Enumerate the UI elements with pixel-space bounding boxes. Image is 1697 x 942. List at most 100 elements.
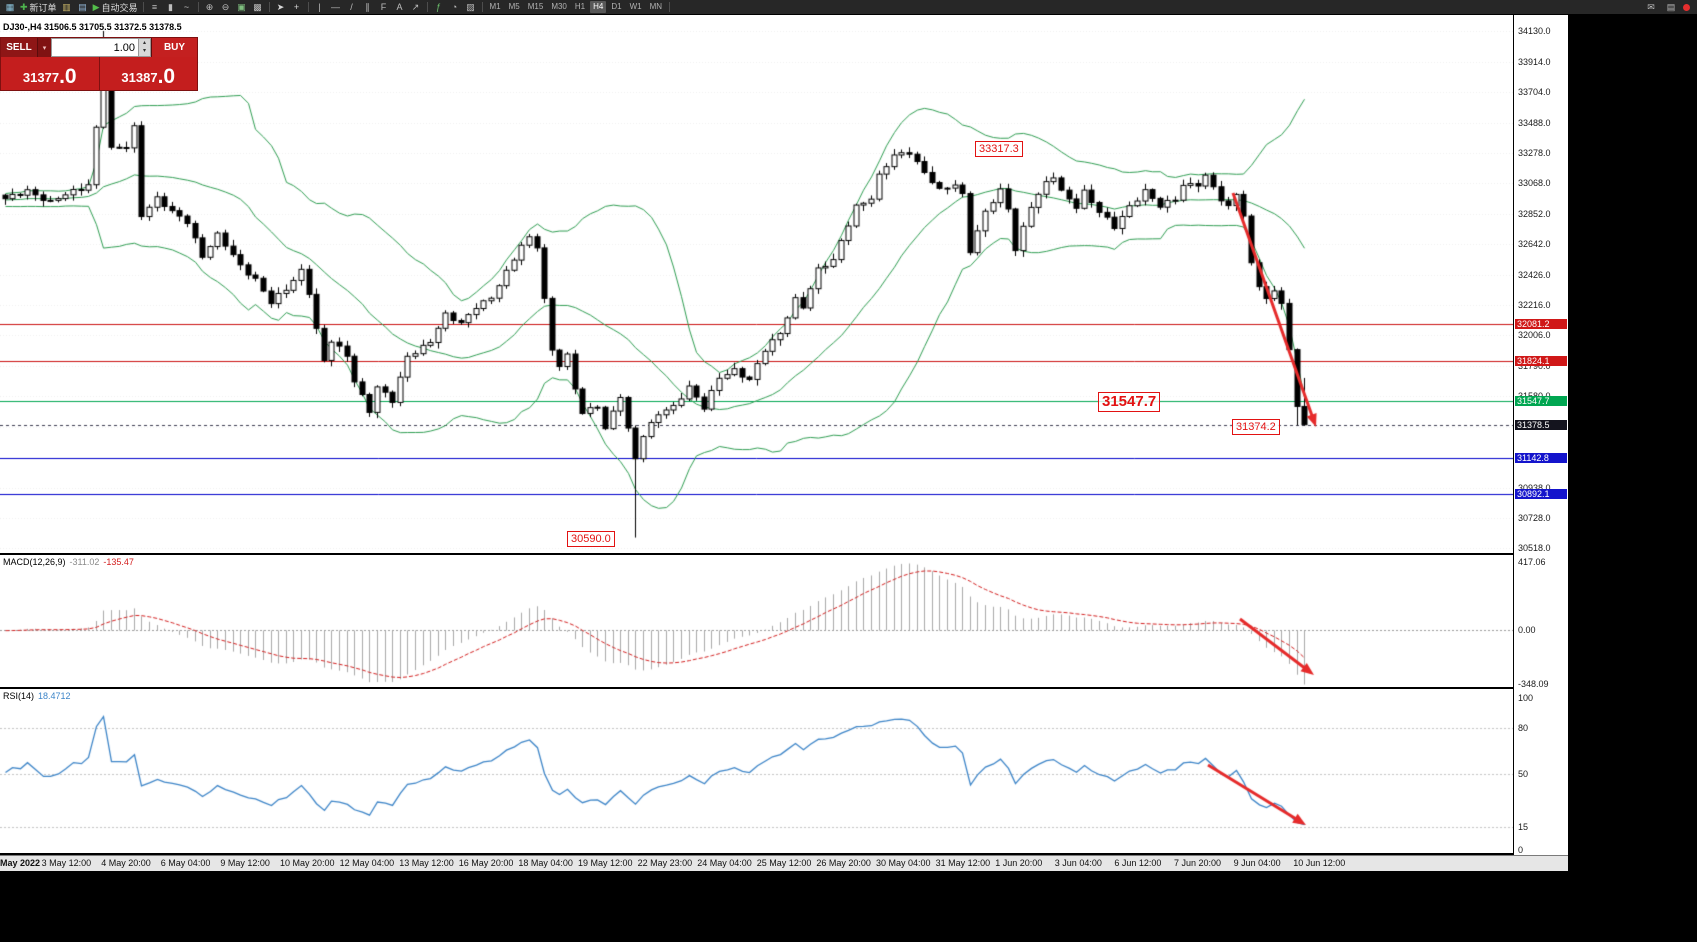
macd-label: MACD(12,26,9) -311.02 -135.47: [3, 557, 134, 567]
time-axis-label: 1 Jun 20:00: [995, 858, 1043, 868]
crosshair-icon[interactable]: +: [293, 1, 300, 12]
sell-price-main: 31377: [22, 70, 60, 85]
horizontal-line-icon[interactable]: —: [331, 1, 340, 12]
price-tick: 0: [1518, 844, 1524, 855]
new-order-button[interactable]: ✚ 新订单: [20, 1, 57, 14]
price-chart-panel: DJ30-,H4 31506.5 31705.5 31372.5 31378.5…: [0, 15, 1513, 555]
price-tick: 30938.0: [1518, 482, 1551, 493]
timeframe-m15-button[interactable]: M15: [527, 2, 544, 11]
rsi-canvas[interactable]: [0, 689, 1513, 853]
chart-window: DJ30-,H4 31506.5 31705.5 31372.5 31378.5…: [0, 15, 1513, 855]
toolbar-separator: [669, 2, 671, 12]
tile-windows-icon[interactable]: ▣: [237, 1, 246, 12]
toolbar-separator: [481, 2, 483, 12]
time-axis-label: 4 May 20:00: [101, 858, 151, 868]
vertical-line-icon[interactable]: |: [318, 1, 321, 12]
rsi-value: 18.4712: [38, 691, 71, 701]
price-badge: 30892.1: [1515, 489, 1567, 500]
order-type-dropdown[interactable]: ▾: [38, 38, 51, 57]
trade-panel-controls: SELL ▾ ▴▾ BUY: [1, 38, 197, 57]
price-tick: 33914.0: [1518, 56, 1551, 67]
time-axis-label: 31 May 12:00: [935, 858, 991, 868]
buy-price-main: 31387: [121, 70, 158, 85]
bar-chart-icon[interactable]: ≡: [151, 1, 158, 12]
macd-signal-value: -135.47: [103, 557, 134, 567]
timeframe-w1-button[interactable]: W1: [629, 2, 642, 11]
volume-spinner[interactable]: ▴ ▾: [139, 38, 151, 57]
arrow-tool-icon[interactable]: ↗: [411, 1, 420, 12]
connection-status-dot: [1683, 3, 1690, 11]
time-axis-label: 7 Jun 20:00: [1174, 858, 1222, 868]
timeframe-h1-button[interactable]: H1: [574, 2, 586, 11]
time-axis[interactable]: May 2022 3 May 12:00 4 May 20:00 6 May 04:0…: [0, 855, 1568, 871]
sell-price[interactable]: 31377.0: [1, 57, 100, 90]
price-axis[interactable]: 34130.0 33914.0 33704.0 33488.0 33278.0 33068…: [1513, 15, 1568, 855]
time-axis-label: 3 May 12:00: [41, 858, 92, 868]
price-chart-canvas[interactable]: [0, 15, 1513, 553]
channel-icon[interactable]: ∥: [365, 1, 370, 12]
time-axis-label: 12 May 04:00: [339, 858, 395, 868]
price-tick: 0.00: [1518, 625, 1536, 635]
price-tick: 32006.0: [1518, 329, 1551, 340]
buy-price[interactable]: 31387.0: [99, 57, 197, 90]
candlestick-chart-icon[interactable]: ▮: [168, 1, 173, 12]
buy-price-frac: .0: [157, 65, 176, 88]
timeframe-d1-button[interactable]: D1: [611, 2, 622, 11]
spinner-up-icon[interactable]: ▴: [142, 40, 146, 46]
price-tick: 34130.0: [1518, 26, 1551, 36]
cascade-windows-icon[interactable]: ▩: [253, 1, 262, 12]
templates-icon[interactable]: ▨: [466, 1, 475, 12]
line-chart-icon[interactable]: ~: [183, 1, 190, 12]
timeframe-m5-button[interactable]: M5: [508, 2, 520, 11]
chat-icon[interactable]: ✉: [1647, 1, 1655, 12]
macd-canvas[interactable]: [0, 555, 1513, 687]
volume-input[interactable]: [51, 38, 139, 57]
toolbar-separator: [426, 2, 428, 12]
fibonacci-icon[interactable]: F: [380, 1, 387, 12]
periods-icon[interactable]: ◔: [451, 1, 458, 12]
time-axis-label: 6 Jun 12:00: [1114, 858, 1162, 868]
timeframe-m1-button[interactable]: M1: [489, 2, 501, 11]
new-chart-icon[interactable]: ▦: [5, 1, 15, 12]
text-tool-icon[interactable]: A: [396, 1, 403, 12]
zoom-in-icon[interactable]: ⊕: [205, 1, 214, 12]
toolbar: ▦ ✚ 新订单 ▥ ▤ ▶ 自动交易 ≡ ▮ ~ ⊕ ⊖ ▣ ▩ ➤ + | — / ∥ F A ↗ ƒ ◔ ▨ M1 M5 M15 M3…: [0, 0, 1697, 15]
rsi-panel: RSI(14) 18.4712: [0, 689, 1513, 855]
price-tick: 50: [1518, 768, 1529, 779]
time-axis-label: 6 May 04:00: [160, 858, 211, 868]
price-badge: 31378.5: [1515, 419, 1567, 430]
trade-panel-prices: 31377.0 31387.0: [1, 57, 197, 90]
macd-name: MACD(12,26,9): [3, 557, 66, 567]
timeframe-mn-button[interactable]: MN: [649, 2, 663, 11]
toolbar-separator: [307, 2, 309, 12]
indicators-icon[interactable]: ƒ: [435, 1, 441, 12]
price-annotation: 33317.3: [975, 141, 1023, 157]
timeframe-h4-button[interactable]: H4: [590, 1, 607, 13]
trendline-icon[interactable]: /: [350, 1, 353, 12]
zoom-out-icon[interactable]: ⊖: [221, 1, 230, 12]
time-axis-label: 10 May 20:00: [280, 858, 335, 868]
time-axis-label: 30 May 04:00: [876, 858, 931, 868]
market-watch-icon[interactable]: ▤: [78, 1, 87, 12]
price-tick: 33068.0: [1518, 177, 1551, 188]
auto-trading-icon: ▶: [92, 1, 100, 12]
price-tick: -348.09: [1518, 679, 1549, 689]
timeframe-m30-button[interactable]: M30: [551, 2, 567, 11]
buy-button[interactable]: BUY: [151, 38, 197, 57]
price-tick: 32216.0: [1518, 299, 1551, 310]
time-axis-label: 19 May 12:00: [578, 858, 633, 868]
auto-trading-button[interactable]: ▶ 自动交易: [93, 1, 138, 14]
price-tick: 15: [1518, 821, 1529, 832]
spinner-down-icon[interactable]: ▾: [142, 48, 146, 54]
cursor-icon[interactable]: ➤: [276, 1, 285, 12]
sell-button[interactable]: SELL: [1, 38, 38, 57]
price-tick: 32426.0: [1518, 269, 1551, 280]
price-badge: 31547.7: [1515, 395, 1567, 406]
news-icon[interactable]: ▤: [1666, 1, 1676, 12]
price-tick: 33488.0: [1518, 117, 1551, 128]
price-badge: 31824.1: [1515, 355, 1567, 366]
chart-profiles-icon[interactable]: ▥: [62, 1, 71, 12]
price-annotation: 31547.7: [1098, 392, 1161, 412]
one-click-trading-panel: SELL ▾ ▴▾ BUY 31377.0 31387.0: [1, 38, 197, 90]
